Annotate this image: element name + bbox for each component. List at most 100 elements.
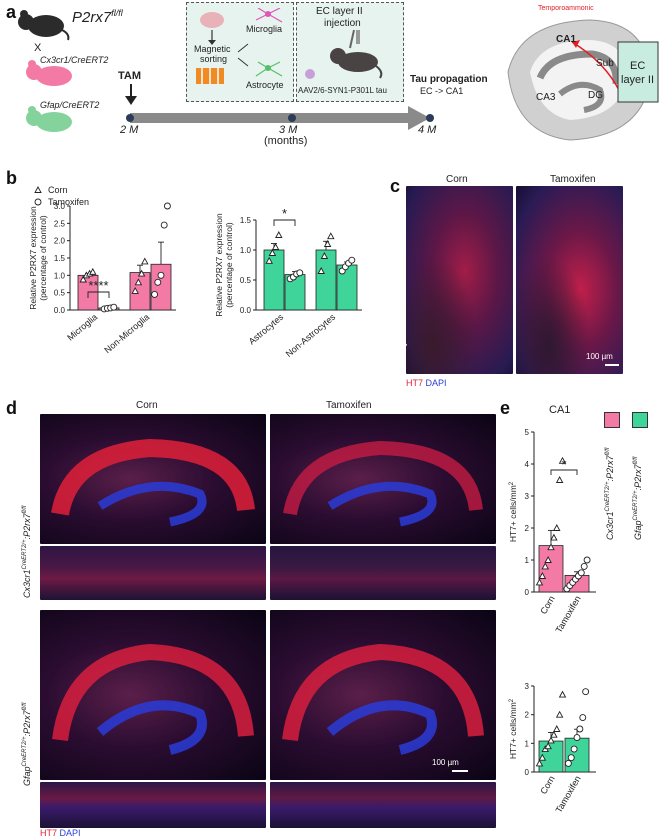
- sorting-label: sorting: [200, 54, 228, 64]
- e-top-sig-bracket: [550, 469, 578, 475]
- e-bottom-point: [579, 714, 587, 721]
- cre1-label: Cx3cr1/CreERT2: [40, 55, 109, 65]
- cre2-label: Gfap/CreERT2: [40, 100, 100, 110]
- b-left-point: [157, 271, 165, 279]
- b-right-ytick-label: 0.5: [240, 276, 252, 285]
- e-bottom-point: [558, 690, 567, 698]
- e-top-point: [547, 543, 555, 551]
- panel-d-cx3-corn-image: [40, 414, 266, 544]
- panel-c-scale-bar: [605, 364, 619, 366]
- b-left-point: [131, 286, 139, 294]
- e-bottom-category-label: Tamoxifen: [554, 774, 583, 815]
- e-bottom-point: [547, 736, 555, 744]
- timepoint-3m: 3 M: [279, 124, 298, 136]
- green-mouse-icon: [26, 106, 72, 132]
- e-top-ytick-label: 0: [525, 588, 530, 597]
- ec-layer-label: layer II: [621, 74, 655, 86]
- tau-propagation-label: Tau propagation: [410, 74, 488, 85]
- panel-letter-e: e: [500, 398, 511, 418]
- legend-cx3-label: Cx3cr1CreERT2/+:P2rx7fl/fl: [605, 447, 615, 540]
- b-left-sig-label: ****: [88, 278, 108, 293]
- sub-label: Sub: [596, 58, 614, 69]
- timepoint-4m: 4 M: [418, 124, 437, 136]
- e-top-point: [544, 556, 552, 563]
- panel-c-corn-image: [406, 186, 513, 374]
- e-bottom-point: [550, 730, 558, 738]
- virus-label: AAV2/6-SYN1-P301L tau: [298, 86, 387, 95]
- e-bottom-point: [535, 759, 544, 767]
- injection-box: [296, 2, 404, 102]
- b-right-sig-bracket: [273, 219, 296, 226]
- tam-arrow-icon: [125, 84, 137, 105]
- e-bottom-ytick-label: 1: [525, 739, 530, 748]
- panel-d-cx3-tam-image: [270, 414, 496, 544]
- b-right-ylabel-1: Relative P2RX7 expression: [214, 213, 224, 317]
- b-left-point: [89, 267, 97, 275]
- legend-tamoxifen-marker: [34, 198, 42, 206]
- legend-cx3-swatch: [604, 412, 620, 428]
- mouse-line-label: P2rx7fl/fl: [72, 8, 123, 26]
- b-left-ytick-label: 2.5: [54, 219, 66, 228]
- panel-c-tamoxifen-label: Tamoxifen: [550, 174, 596, 185]
- legend-corn-marker: [34, 186, 42, 193]
- e-top-category-label: Corn: [538, 594, 556, 616]
- b-left-point: [137, 269, 146, 277]
- e-bottom-ytick-label: 2: [525, 711, 530, 720]
- e-top-ytick-label: 1: [525, 556, 530, 565]
- panel-d-stain-legend: HT7 DAPI: [40, 828, 81, 838]
- panel-d-gfap-tam-inset: [270, 782, 496, 828]
- b-right-bar: [315, 249, 337, 311]
- b-right-point: [327, 232, 335, 240]
- panel-d-gfap-corn-inset: [40, 782, 266, 828]
- b-left-bar: [150, 263, 172, 311]
- astrocyte-label: Astrocyte: [246, 80, 284, 90]
- e-top-point: [583, 556, 591, 564]
- panel-d-row2-label: GfapCreERT2/+:P2rx7fl/fl: [22, 702, 32, 786]
- b-left-ytick-label: 1.0: [54, 271, 66, 280]
- e-bottom-point: [567, 754, 575, 762]
- tau-route-label: EC -> CA1: [420, 86, 464, 96]
- b-left-point: [141, 257, 149, 265]
- e-bottom-ytick-label: 3: [525, 682, 530, 691]
- e-bottom-point: [538, 753, 547, 761]
- panel-d-gfap-corn-image: [40, 610, 266, 780]
- ec-label: EC: [630, 60, 646, 72]
- e-bottom-bar: [564, 737, 590, 773]
- e-top-point: [550, 533, 558, 541]
- panel-d-gfap-tam-image: [270, 610, 496, 780]
- b-right-point: [348, 256, 356, 264]
- e-bottom-point: [570, 745, 578, 753]
- b-right-point: [296, 269, 304, 277]
- b-left-point: [163, 202, 171, 210]
- b-right-point: [265, 256, 273, 264]
- panel-letter-d: d: [6, 398, 17, 418]
- e-bottom-point: [544, 742, 552, 750]
- months-label: (months): [264, 135, 308, 147]
- panel-c-tamoxifen-image: [516, 186, 623, 374]
- legend-gfap-label: GfapCreERT2/+:P2rx7fl/fl: [633, 456, 643, 540]
- injection-mouse-icon: [330, 30, 383, 79]
- b-left-point: [160, 221, 168, 229]
- b-right-category-label: Astrocytes: [247, 312, 286, 347]
- panel-d-scale-label: 100 µm: [432, 758, 459, 767]
- b-left-point: [134, 278, 143, 286]
- b-left-ytick-label: 2.0: [54, 237, 66, 246]
- panel-d-row1-label: Cx3cr1CreERT2/+:P2rx7fl/fl: [22, 505, 32, 598]
- b-right-point: [323, 240, 332, 247]
- tam-label: TAM: [118, 70, 142, 82]
- e-top-category-label: Tamoxifen: [554, 594, 583, 635]
- b-left-ytick-label: 0.0: [54, 306, 66, 315]
- e-bottom-point: [573, 734, 581, 742]
- panel-d-cx3-tam-inset: [270, 546, 496, 600]
- b-left-point: [151, 290, 159, 298]
- cross-symbol: X: [34, 42, 42, 54]
- e-top-point: [535, 578, 544, 586]
- b-right-point: [320, 252, 329, 259]
- e-top-sig-label: *: [561, 457, 566, 472]
- e-top-ytick-label: 2: [525, 524, 530, 533]
- legend-tamoxifen-label: Tamoxifen: [48, 197, 89, 207]
- b-left-ytick-label: 3.0: [54, 202, 66, 211]
- e-top-point: [580, 562, 588, 570]
- b-left-category-label: Microglia: [65, 312, 99, 343]
